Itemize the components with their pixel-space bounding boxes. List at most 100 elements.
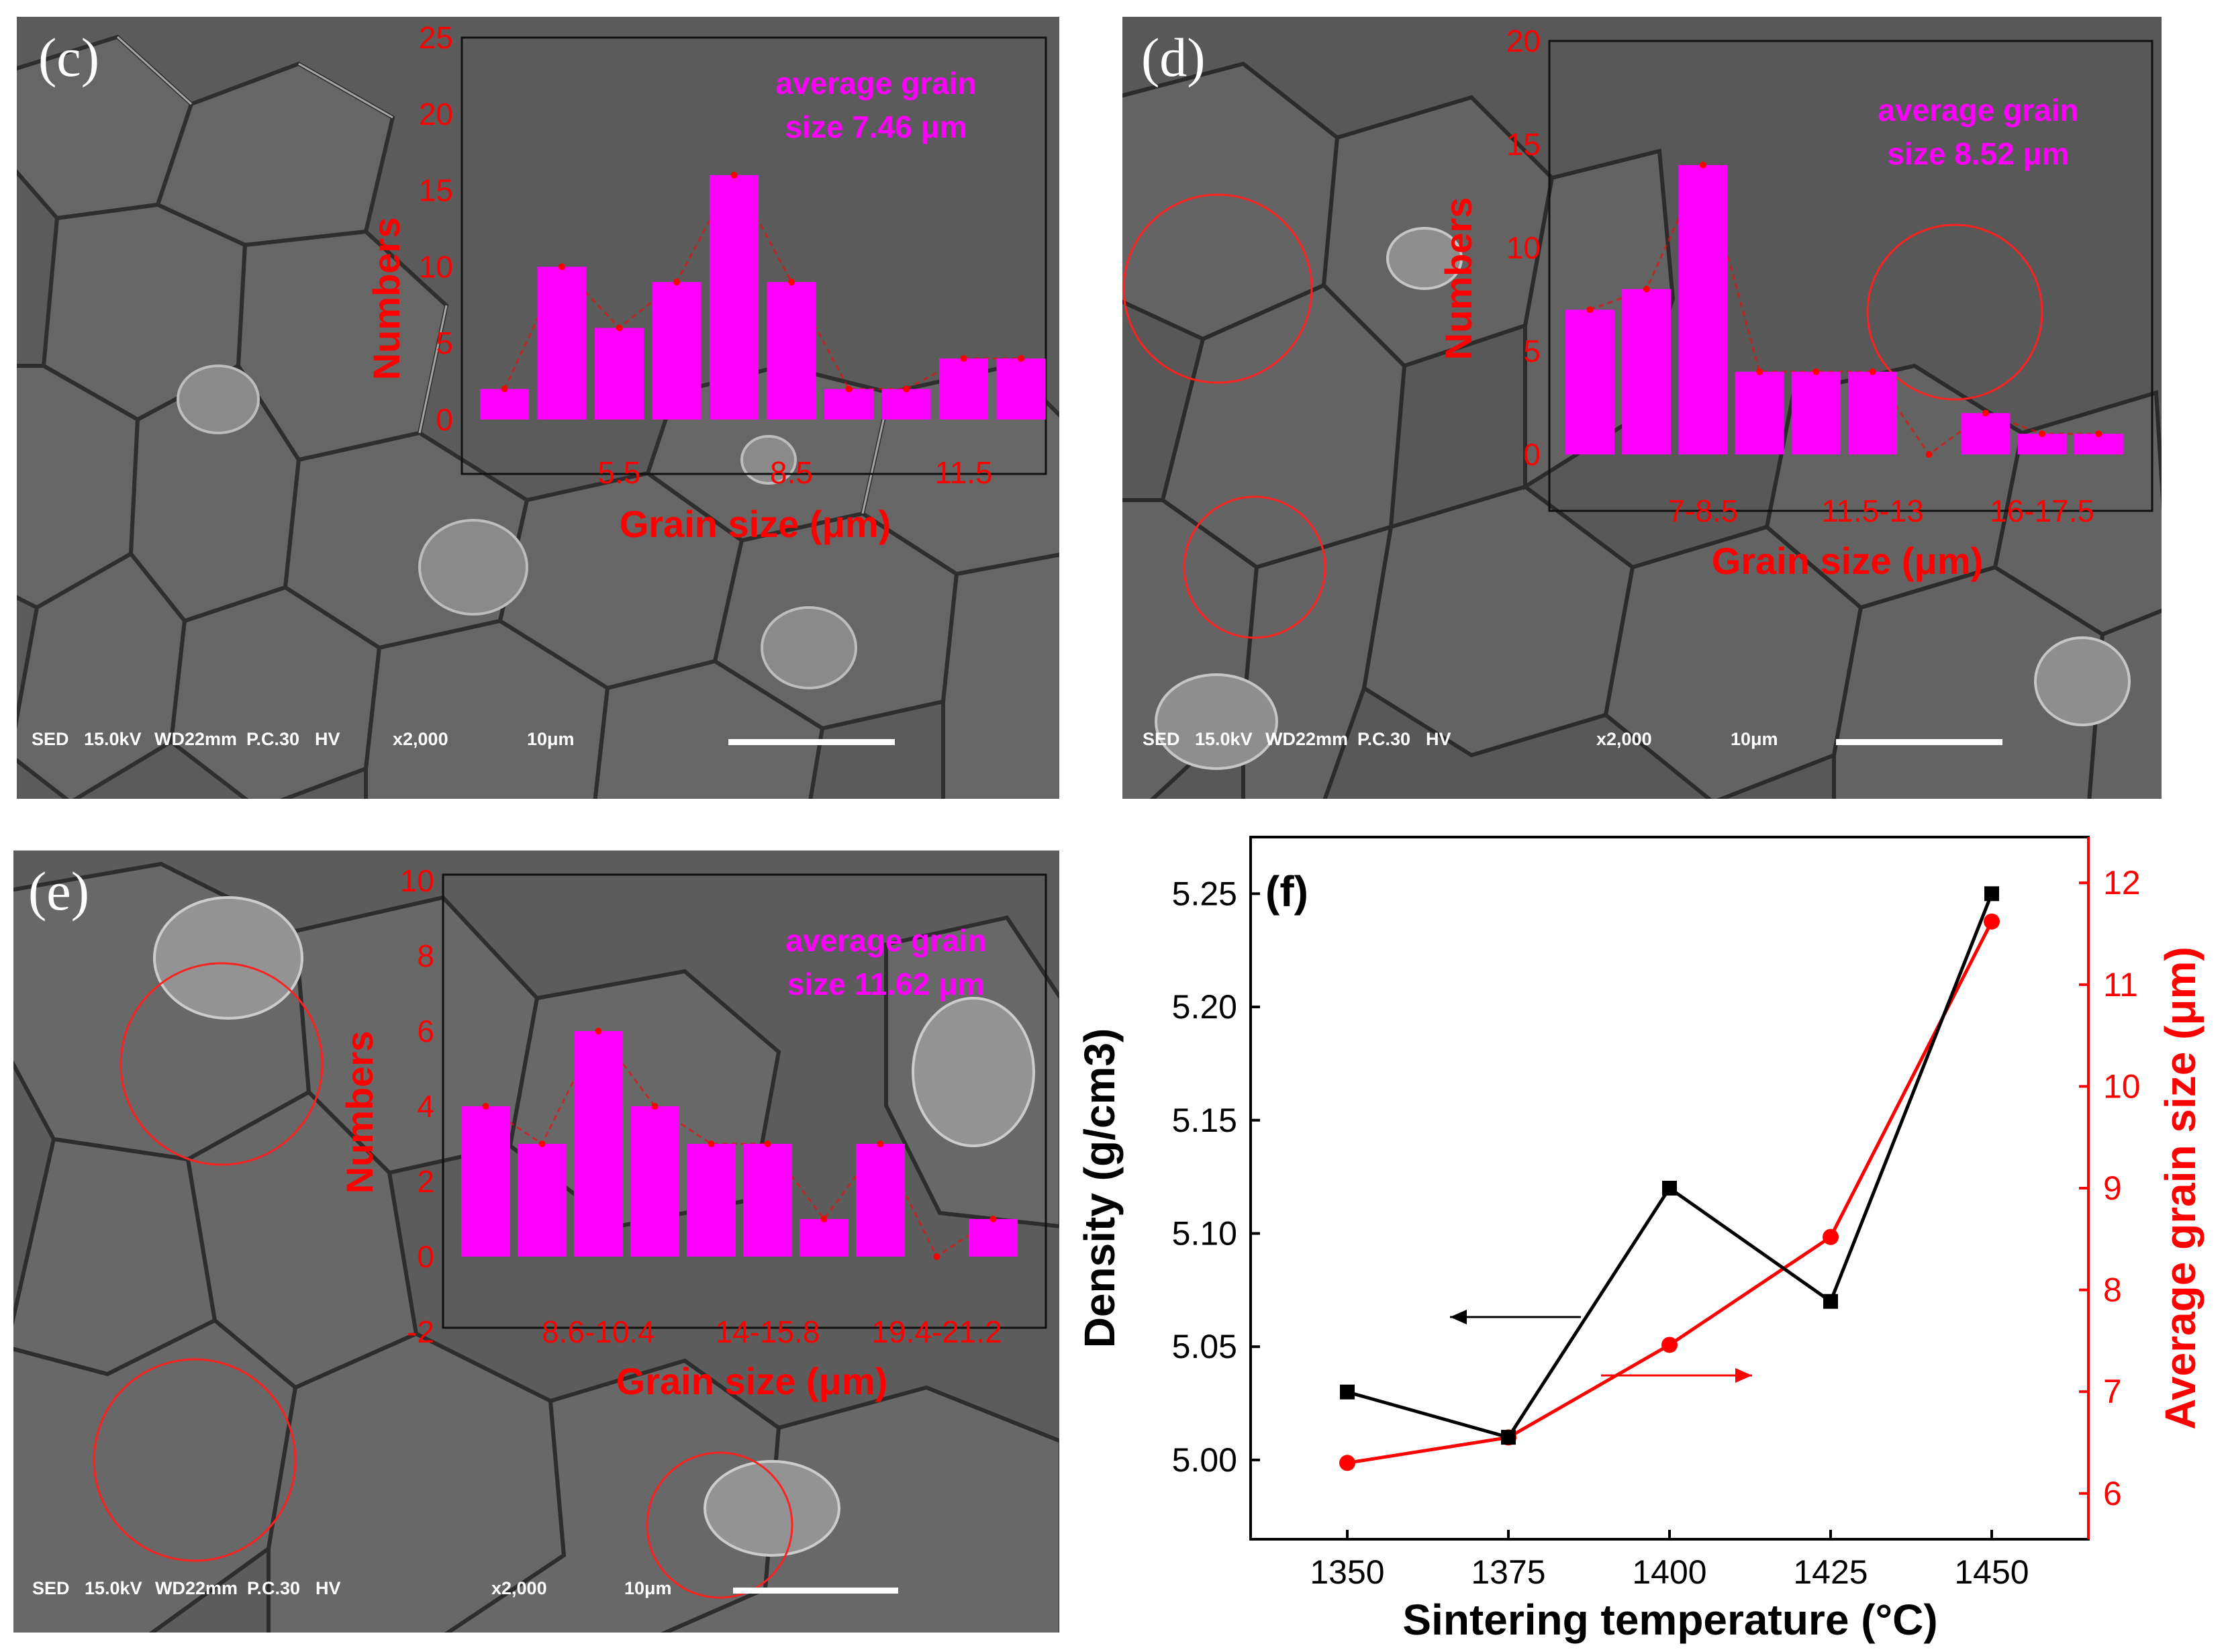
x-tick-label: 5.5 [598, 455, 641, 490]
x-tick-label: 11.5 [934, 455, 992, 490]
histogram-frame [1548, 40, 2154, 512]
x-tick-label: 1425 [1793, 1553, 1868, 1591]
histogram-bar [824, 389, 873, 420]
histogram-bar [2074, 434, 2123, 454]
y-axis-label: Numbers [338, 1031, 381, 1194]
histogram-frame [442, 873, 1047, 1329]
bars-e [461, 1028, 1018, 1260]
y-tick-label: 5 [436, 326, 453, 360]
bar-marker [1586, 306, 1594, 313]
bar-marker [764, 1140, 771, 1147]
bars-d [1565, 161, 2123, 458]
y-right-tick-label: 10 [2103, 1067, 2141, 1105]
x-tick-label: 8.6-10.4 [542, 1314, 655, 1349]
histogram-bar [1961, 413, 2011, 454]
y-left-tick-label: 5.00 [1172, 1441, 1237, 1479]
x-ticks-f: 1350 1375 1400 1425 1450 [1310, 1530, 2029, 1591]
meta-mag: x2,000 [491, 1578, 547, 1598]
meta-sed: SED [1143, 729, 1180, 749]
y-right-tick-label: 8 [2103, 1271, 2122, 1309]
meta-kv: 15.0kV [84, 729, 142, 749]
y-tick-label: 0 [1523, 437, 1541, 472]
y-tick-label: 10 [1506, 230, 1541, 265]
trend-line [1589, 162, 2099, 456]
histogram-bar [461, 1106, 510, 1257]
y-tick-label: 15 [419, 173, 453, 208]
bar-marker [1869, 368, 1876, 375]
x-axis-label: Sintering temperature (°C) [1402, 1596, 1937, 1644]
histogram-bar [881, 389, 931, 420]
x-tick-label: 1450 [1954, 1553, 2029, 1591]
histogram-bar [630, 1106, 679, 1257]
y-ticks-d: 0 5 10 15 20 [1506, 23, 1541, 472]
histogram-bar [2017, 434, 2067, 454]
bar-marker [960, 354, 967, 362]
y-left-tick-label: 5.20 [1172, 988, 1237, 1026]
line-chart-f: (f) 1350 1375 1400 1425 1450 5.00 5.05 5.10 5.1… [1075, 836, 2205, 1644]
y-tick-label: 20 [419, 97, 453, 132]
bars-c [480, 171, 1046, 420]
bar-marker [708, 1140, 715, 1147]
grain-size-point [1661, 1337, 1678, 1353]
meta-wd: WD22mm [154, 729, 237, 749]
avg-annotation-line2: size 7.46 μm [785, 109, 967, 144]
meta-scale: 10μm [1731, 729, 1778, 749]
histogram-bar [595, 328, 644, 420]
meta-pc: P.C.30 [247, 1578, 300, 1598]
y-tick-label: 15 [1506, 127, 1541, 162]
y-tick-label: 8 [417, 938, 434, 973]
y-tick-label: 0 [417, 1239, 434, 1274]
meta-scale: 10μm [624, 1578, 672, 1598]
bar-marker [673, 279, 680, 286]
meta-kv: 15.0kV [85, 1578, 142, 1598]
scale-bar [728, 739, 895, 745]
x-ticks-e: 8.6-10.4 14-15.8 19.4-21.2 [542, 1314, 1002, 1349]
y-left-tick-label: 5.25 [1172, 875, 1237, 912]
y-left-tick-label: 5.15 [1172, 1102, 1237, 1139]
bar-marker [1982, 409, 1989, 417]
bar-marker [1925, 451, 1933, 458]
x-tick-label: 16-17.5 [1990, 493, 2094, 528]
x-tick-label: 8.5 [770, 455, 813, 490]
grain-size-point [1339, 1455, 1355, 1471]
histogram-bar [939, 358, 988, 420]
histogram-bar [1565, 309, 1614, 454]
bar-marker [933, 1253, 940, 1260]
bar-marker [1643, 285, 1650, 293]
avg-annotation-line1: average grain [785, 923, 986, 958]
axis-arrows [1450, 1310, 1752, 1383]
histogram-d: (d) SED 15.0kV WD22mm P.C.30 HV x2,000 1… [1141, 23, 2154, 749]
sem-panel-c: (c) SED 15.0kV WD22mm P.C.30 HV x2,000 1… [17, 17, 1059, 799]
x-tick-label: 19.4-21.2 [871, 1314, 1002, 1349]
x-tick-label: 1400 [1632, 1553, 1706, 1591]
meta-wd: WD22mm [155, 1578, 238, 1598]
y-tick-label: 20 [1506, 23, 1541, 58]
meta-mag: x2,000 [1596, 729, 1652, 749]
trend-line [503, 173, 1021, 390]
histogram-bar [1735, 371, 1784, 454]
meta-kv: 15.0kV [1195, 729, 1253, 749]
bar-marker [559, 263, 565, 271]
histogram-bar [969, 1219, 1018, 1257]
histogram-bar [1678, 164, 1728, 455]
histogram-bar [652, 282, 701, 420]
histogram-bar [1848, 371, 1897, 454]
bar-marker [903, 385, 910, 393]
trend-line-e [485, 1029, 994, 1259]
density-point [1823, 1294, 1838, 1309]
histogram-c: (c) SED 15.0kV WD22mm P.C.30 HV x2,000 1… [32, 20, 1047, 749]
x-tick-label: 11.5-13 [1821, 493, 1924, 528]
histogram-bar [574, 1031, 623, 1257]
meta-hv: HV [315, 729, 340, 749]
grain-arrow-head [1735, 1368, 1752, 1383]
y-left-tick-label: 5.05 [1172, 1328, 1237, 1365]
y-tick-label: 25 [419, 20, 453, 55]
y-axis-label: Numbers [365, 217, 407, 381]
histogram-bar [800, 1219, 849, 1257]
histogram-bar [480, 389, 529, 420]
y-tick-label: 10 [419, 249, 453, 284]
avg-annotation-line2: size 8.52 μm [1887, 136, 2069, 171]
y-ticks-c: 0 5 10 15 20 25 [419, 20, 453, 437]
scale-info-e: SED 15.0kV WD22mm P.C.30 HV x2,000 10μm [32, 1578, 898, 1598]
histogram-bar [743, 1144, 792, 1257]
